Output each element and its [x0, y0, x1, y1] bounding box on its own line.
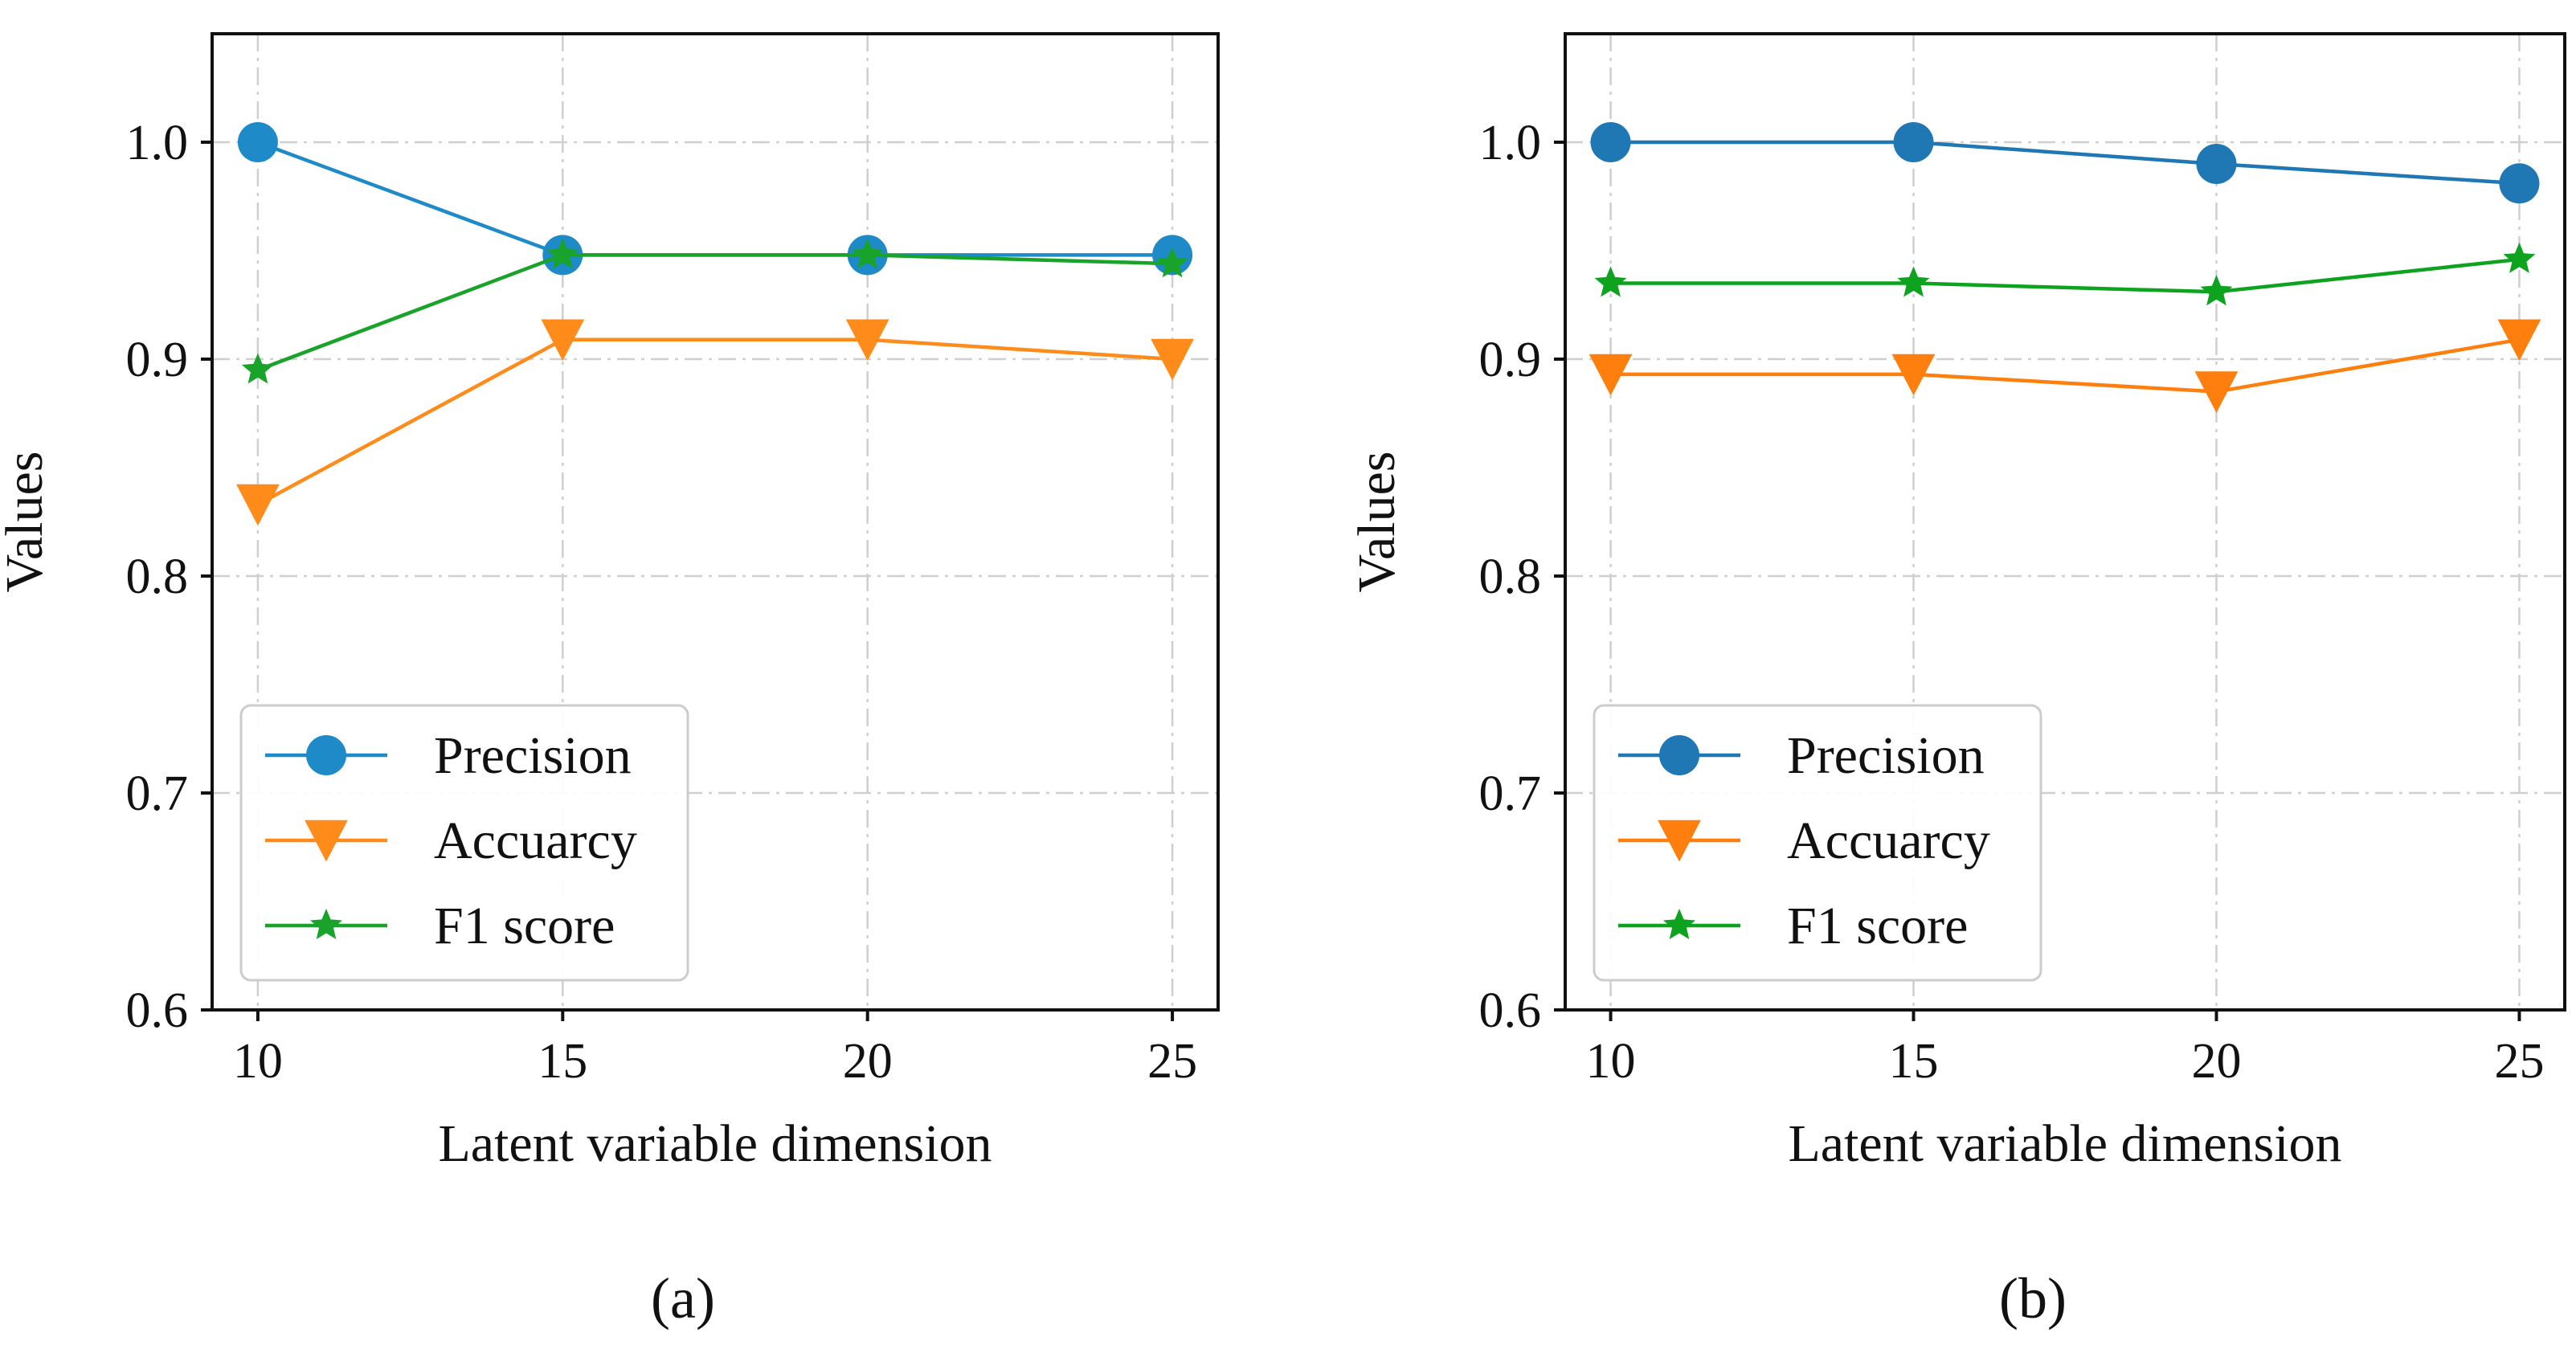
y-tick-label: 0.9 [126, 333, 189, 387]
x-tick-label: 20 [843, 1034, 893, 1089]
series-precision [237, 122, 1193, 276]
y-tick-label: 0.7 [1479, 766, 1542, 821]
legend-marker-star [1663, 909, 1695, 939]
x-tick-label: 15 [1889, 1034, 1939, 1089]
legend-box [1593, 704, 2042, 982]
legend-label: Precision [1787, 726, 1985, 785]
x-axis-label: Latent variable dimension [438, 1114, 992, 1173]
legend: Precision Accuarcy F1 score [1593, 704, 2042, 982]
data-point-star [851, 238, 884, 269]
series-precision [1590, 122, 2540, 204]
axes-frame [211, 32, 1220, 1012]
panel-caption: (a) [651, 1266, 715, 1330]
data-point-triangle-down [1151, 338, 1194, 381]
y-axis-label: Values [1347, 452, 1406, 593]
y-tick-label: 0.6 [126, 983, 189, 1038]
data-point-star [2200, 275, 2233, 306]
x-tick-label: 10 [1586, 1034, 1636, 1089]
series-line [1610, 257, 2520, 294]
data-point-circle [2499, 163, 2540, 204]
data-point-star [241, 353, 274, 384]
y-tick-label: 0.8 [1479, 550, 1542, 604]
data-point-star [1897, 266, 1930, 297]
series-f1-score [241, 238, 1189, 384]
y-tick-label: 0.9 [1479, 333, 1542, 387]
x-tick-label: 10 [233, 1034, 283, 1089]
data-point-star [1156, 247, 1189, 278]
data-point-triangle-down [1589, 354, 1633, 396]
chart-a: 0.6 0.7 0.8 0.9 1.0 10 15 20 25 Latent variable d… [0, 32, 1220, 1330]
legend-marker-circle [1659, 735, 1699, 775]
series-accuarcy [236, 319, 1194, 526]
chart-b: 0.6 0.7 0.8 0.9 1.0 10 15 20 25 Latent variable d… [1347, 32, 2566, 1330]
data-point-circle [1893, 122, 1934, 162]
legend-marker-star [310, 909, 342, 939]
x-tick-label: 20 [2191, 1034, 2241, 1089]
data-point-star [546, 238, 579, 269]
x-tick-label: 15 [538, 1034, 587, 1089]
series-line [257, 253, 1173, 372]
series-line [256, 337, 1173, 506]
data-point-star [1594, 266, 1627, 297]
panel-caption: (b) [1999, 1266, 2067, 1330]
legend-label: Precision [434, 726, 632, 785]
legend-label: F1 score [434, 897, 615, 955]
x-tick-label: 25 [2494, 1034, 2544, 1089]
data-point-triangle-down [541, 319, 585, 362]
legend-label: Accuarcy [1787, 811, 1990, 870]
axes-frame [1564, 32, 2566, 1012]
data-point-circle [237, 122, 278, 162]
y-axis-label: Values [0, 452, 54, 593]
legend-label: Accuarcy [434, 811, 637, 870]
legend-marker-triangle-down [305, 820, 348, 862]
data-point-triangle-down [845, 319, 889, 362]
data-point-triangle-down [236, 484, 280, 526]
series-line [1610, 337, 2520, 394]
series-line [1610, 140, 2520, 186]
y-tick-label: 0.8 [126, 550, 189, 604]
legend-marker-triangle-down [1658, 820, 1701, 862]
y-tick-label: 1.0 [1479, 116, 1542, 170]
data-point-star [2503, 242, 2536, 273]
legend-box [239, 704, 689, 982]
legend-label: F1 score [1787, 897, 1968, 955]
data-point-circle [1590, 122, 1631, 162]
x-tick-label: 25 [1147, 1034, 1197, 1089]
y-tick-label: 1.0 [126, 116, 189, 170]
series-f1-score [1594, 242, 2536, 306]
y-tick-label: 0.7 [126, 766, 189, 821]
x-axis-label: Latent variable dimension [1788, 1114, 2341, 1173]
series-line [257, 140, 1173, 257]
y-tick-label: 0.6 [1479, 983, 1542, 1038]
data-point-triangle-down [2194, 371, 2239, 413]
data-point-circle [2196, 144, 2237, 184]
series-accuarcy [1589, 319, 2541, 413]
data-point-triangle-down [1891, 354, 1936, 396]
data-point-triangle-down [2497, 319, 2541, 362]
legend-marker-circle [306, 735, 346, 775]
legend: Precision Accuarcy F1 score [239, 704, 689, 982]
